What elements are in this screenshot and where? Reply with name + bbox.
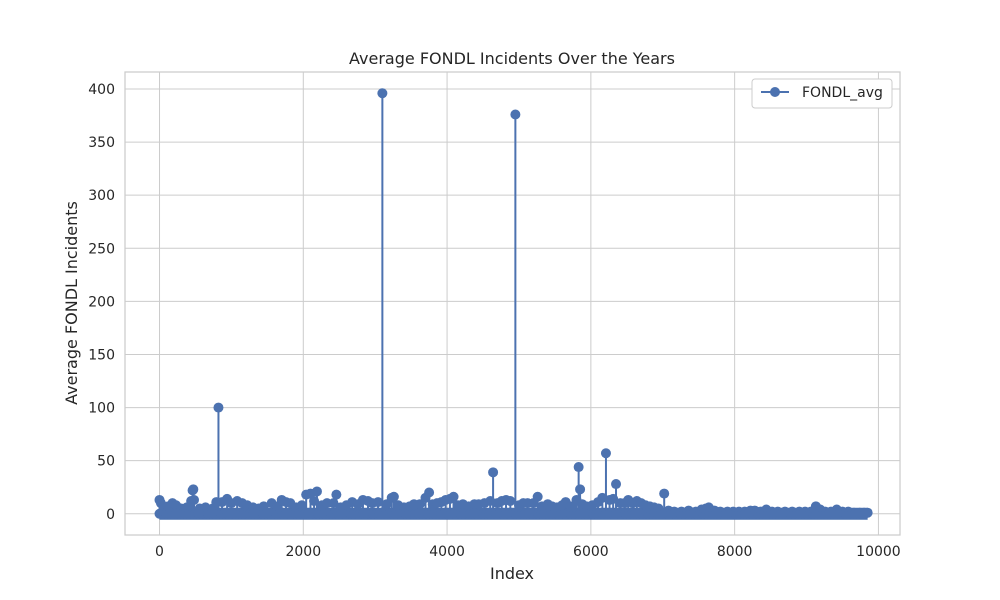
data-point [505, 496, 516, 507]
y-tick-label: 150 [88, 347, 115, 363]
x-tick-label: 4000 [429, 544, 465, 560]
y-tick-label: 400 [88, 82, 115, 98]
y-tick-label: 350 [88, 135, 115, 151]
x-tick-label: 8000 [717, 544, 753, 560]
y-tick-label: 250 [88, 241, 115, 257]
data-point-baseline [859, 508, 870, 519]
legend: FONDL_avg [751, 78, 893, 109]
series-fondl-avg [154, 88, 873, 520]
data-point [377, 88, 388, 99]
data-point [573, 462, 584, 473]
data-point [448, 491, 459, 502]
data-point [309, 496, 320, 507]
y-tick-label: 0 [106, 507, 115, 523]
data-point [600, 448, 611, 459]
data-point [296, 500, 307, 511]
grid [125, 72, 900, 535]
y-tick-label: 200 [88, 294, 115, 310]
data-point [510, 109, 521, 120]
legend-entry-fondl-avg: FONDL_avg [802, 85, 883, 101]
data-point [311, 486, 322, 497]
data-point [488, 467, 499, 478]
data-point [424, 487, 435, 498]
data-point [373, 497, 384, 508]
data-point [575, 484, 586, 495]
legend-marker [770, 87, 780, 97]
x-axis-label: Index [490, 564, 534, 583]
x-tick-label: 0 [155, 544, 164, 560]
data-point [388, 491, 399, 502]
y-tick-label: 50 [97, 454, 115, 470]
data-point [608, 493, 619, 504]
data-point [188, 484, 199, 495]
y-tick-label: 300 [88, 188, 115, 204]
axes-background [125, 72, 900, 535]
data-point [331, 489, 342, 500]
data-point [414, 499, 425, 510]
y-tick-label: 100 [88, 401, 115, 417]
data-point [611, 479, 622, 490]
data-point [213, 402, 224, 413]
x-tick-label: 6000 [573, 544, 609, 560]
data-point [532, 491, 543, 502]
data-point [189, 494, 200, 505]
legend-box [751, 78, 893, 109]
data-point [659, 488, 670, 499]
x-tick-label: 2000 [285, 544, 321, 560]
plot-area [124, 71, 901, 536]
tick-labels: 0 2000 4000 6000 8000 10000 0 50 100 150 200 250 300… [88, 82, 900, 560]
data-point [328, 498, 339, 509]
x-tick-label: 10000 [856, 544, 901, 560]
chart-title: Average FONDL Incidents Over the Years [349, 49, 675, 68]
y-axis-label: Average FONDL Incidents [62, 201, 81, 405]
axes-frame [124, 71, 901, 536]
